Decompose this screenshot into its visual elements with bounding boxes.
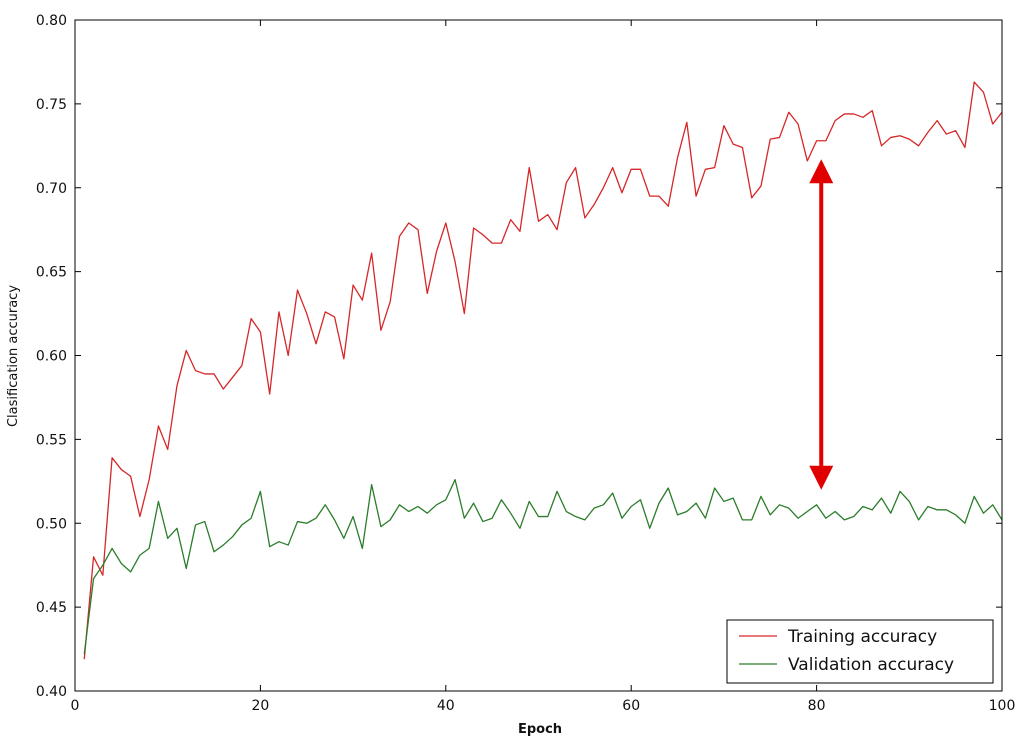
x-tick-label: 80 <box>808 698 826 714</box>
validation-accuracy-line <box>83 478 1003 655</box>
x-tick-label: 0 <box>71 698 80 714</box>
training-accuracy-line <box>83 81 1003 660</box>
y-tick-label: 0.75 <box>36 97 67 113</box>
y-tick-label: 0.70 <box>36 181 67 197</box>
y-axis-label: Clasification accuracy <box>6 285 21 427</box>
legend: Training accuracy Validation accuracy <box>726 619 994 684</box>
y-tick-label: 0.50 <box>36 516 67 532</box>
y-tick-label: 0.45 <box>36 600 67 616</box>
legend-label-training: Training accuracy <box>787 627 937 647</box>
y-tick-labels: 0.40 0.45 0.50 0.55 0.60 0.65 0.70 0.75 0.80 <box>36 13 67 700</box>
series-layer <box>83 81 1003 660</box>
plot-frame <box>74 19 1003 692</box>
gap-arrow-head-bottom <box>809 465 834 490</box>
y-tick-label: 0.40 <box>36 684 67 700</box>
x-tick-label: 100 <box>989 698 1016 714</box>
x-tick-label: 20 <box>251 698 269 714</box>
gap-arrow-head-top <box>809 159 834 184</box>
y-tick-label: 0.80 <box>36 13 67 29</box>
x-tick-labels: 0 20 40 60 80 100 <box>71 698 1016 714</box>
legend-box <box>726 619 994 684</box>
y-tick-label: 0.65 <box>36 265 67 281</box>
legend-label-validation: Validation accuracy <box>788 655 954 675</box>
x-axis-label: Epoch <box>518 722 562 737</box>
x-tick-label: 60 <box>622 698 640 714</box>
y-tick-label: 0.60 <box>36 349 67 365</box>
y-tick-label: 0.55 <box>36 432 67 448</box>
annotation-layer <box>809 159 834 490</box>
x-tick-label: 40 <box>437 698 455 714</box>
